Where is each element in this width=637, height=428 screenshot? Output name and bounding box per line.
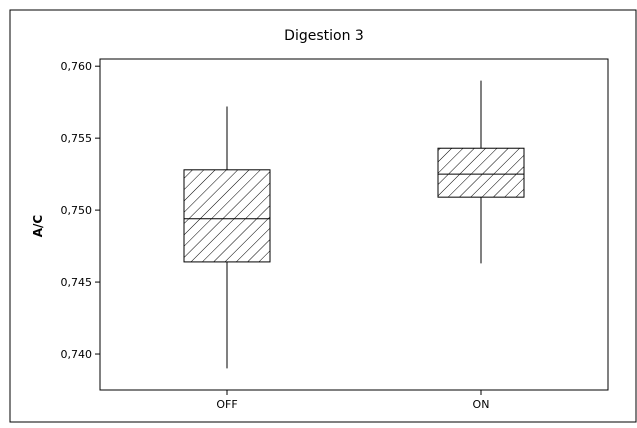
- iqr-box: [183, 169, 271, 263]
- iqr-box: [437, 147, 525, 198]
- y-tick-label: 0,750: [61, 204, 93, 217]
- box-off: [183, 106, 271, 369]
- x-axis: OFF ON: [216, 390, 489, 411]
- x-tick-label: OFF: [216, 398, 237, 411]
- y-tick-label: 0,760: [61, 60, 93, 73]
- y-tick-label: 0,740: [61, 348, 93, 361]
- box-on: [437, 80, 525, 264]
- y-axis: 0,740 0,745 0,750 0,755 0,760: [61, 60, 100, 361]
- chart-title: Digestion 3: [284, 28, 364, 44]
- y-tick-label: 0,745: [61, 276, 93, 289]
- x-tick-label: ON: [473, 398, 490, 411]
- y-tick-label: 0,755: [61, 132, 93, 145]
- box-series: [183, 80, 525, 369]
- plot-area: [99, 58, 609, 391]
- outer-border: [9, 9, 637, 423]
- y-axis-label: A/C: [31, 215, 45, 238]
